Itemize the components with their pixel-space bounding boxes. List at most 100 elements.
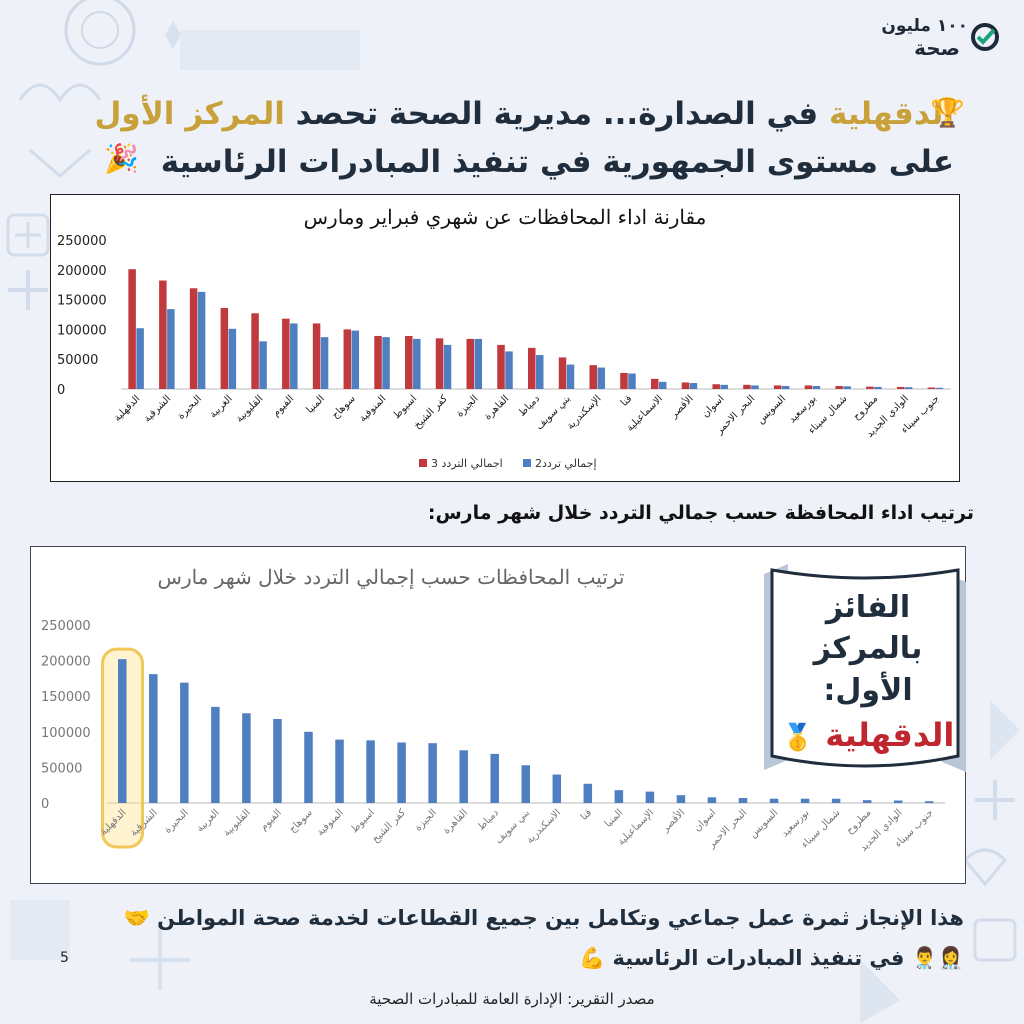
x-tick-label: اسيوط [349,807,377,835]
report-source: مصدر التقرير: الإدارة العامة للمبادرات ا… [369,990,655,1008]
legend-label: إجمالي تردد2 [535,457,597,470]
bar [773,385,782,389]
bar [180,682,189,803]
footer-line-2-text: في تنفيذ المبادرات الرئاسية [612,946,905,970]
handshake-icon: 🤝 [123,906,150,930]
y-tick-label: 200000 [41,655,91,670]
x-tick-label: اسيوط [391,393,419,421]
winner-text: الفائز بالمركز الأول: الدقهلية 🥇 [770,588,966,761]
legend-swatch [523,459,531,467]
bar [382,337,390,389]
bar [645,791,655,803]
x-tick-label: الغربية [208,393,235,420]
bar [167,309,175,389]
bar [220,307,229,389]
bar [835,386,843,389]
ranking-section-label: ترتيب اداء المحافظة حسب جمالي التردد خلا… [427,502,974,524]
ranking-chart-title: ترتيب المحافظات حسب إجمالي التردد خلال ش… [157,565,625,589]
x-tick-label: البحيرة [162,807,190,835]
bar [927,387,936,389]
bar [628,373,636,389]
bar [242,713,251,803]
x-tick-label: الغربية [195,807,222,834]
headline-middle: في الصدارة... مديرية الصحة تحصد [284,96,829,132]
y-tick-label: 50000 [57,353,98,368]
bar [405,335,413,389]
bar [720,384,728,389]
check-circle-icon [971,23,999,51]
x-tick-label: سوهاج [287,807,315,835]
footer-line-2: 👩‍⚕️👨‍⚕️ في تنفيذ المبادرات الرئاسية 💪 [64,938,964,978]
legend-swatch [419,459,427,467]
x-tick-label: المنوفية [357,393,388,424]
health-workers-icon: 👩‍⚕️👨‍⚕️ [911,946,964,970]
bar [211,706,220,803]
y-tick-label: 200000 [57,264,107,279]
bar [251,313,259,389]
x-tick-label: المنيا [305,393,327,415]
bar [707,797,717,803]
bar [189,288,198,389]
bar [597,367,605,389]
bar [536,355,544,389]
bar [282,318,290,389]
comparison-chart-title: مقارنة اداء المحافظات عن شهري فبراير وما… [303,205,707,229]
x-tick-label: الأقصر [667,392,696,421]
bar [676,795,686,803]
y-tick-label: 0 [57,383,65,398]
x-tick-label: اسوان [692,807,718,833]
bar [896,386,905,389]
bar [831,798,841,803]
x-tick-label: مطروح [844,807,873,836]
bar [658,381,667,389]
bar [781,386,790,389]
bar [435,338,444,389]
bar [366,740,375,803]
x-tick-label: الشرقية [142,393,173,424]
winner-name: الدقهلية [825,716,955,754]
x-tick-label: الجيزة [454,393,480,419]
winner-governorate: الدقهلية 🥇 [770,712,966,761]
flexed-biceps-icon: 💪 [579,946,606,970]
comparison-chart: مقارنة اداء المحافظات عن شهري فبراير وما… [50,194,960,482]
bar [681,382,690,389]
x-tick-label: المنيا [603,807,625,829]
bar [738,798,748,803]
bar [904,387,913,389]
bar [304,731,313,803]
bar [290,323,298,389]
x-tick-label: الأقصر [658,806,687,835]
bar [259,341,267,389]
x-tick-label: دمياط [517,393,543,419]
x-tick-label: الدقهلية [112,393,143,424]
bar [273,718,282,803]
x-tick-label: القليوبية [234,393,265,424]
bar [812,386,821,389]
brand-line-2: صحة [914,36,960,60]
x-tick-label: الفيوم [271,393,297,419]
bar [497,344,505,389]
winner-line-1: الفائز [825,590,911,625]
page-number: 5 [60,950,69,966]
bar [528,347,536,389]
bar [474,338,483,389]
x-tick-label: كفر الشيخ [370,807,408,845]
x-tick-label: الفيوم [258,807,284,833]
bar [620,372,628,389]
x-tick-label: سوهاج [330,393,358,421]
winner-banner [764,564,966,772]
bar [712,384,720,389]
bar [374,335,382,389]
x-tick-label: قنا [619,393,635,409]
bar [159,280,167,389]
bar [459,750,468,803]
legend-label: اجمالي التردد 3 [431,457,503,470]
footer-line-1-text: هذا الإنجاز ثمرة عمل جماعي وتكامل بين جم… [157,906,964,930]
x-tick-label: الاسكندرية [525,807,564,846]
y-tick-label: 150000 [57,294,107,309]
bar [443,344,452,389]
bar [589,365,597,389]
bar [866,386,874,389]
bar [769,798,779,803]
